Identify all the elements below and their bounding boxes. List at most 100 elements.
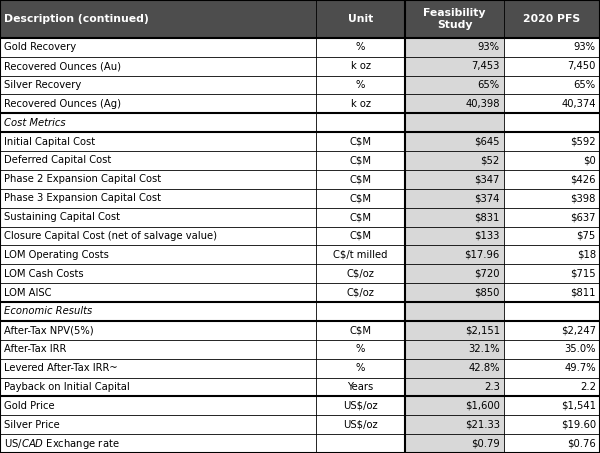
Bar [0, 340, 316, 359]
Text: 93%: 93% [478, 42, 500, 52]
Text: $720: $720 [475, 269, 500, 279]
Bar [504, 151, 600, 170]
Bar [0, 226, 316, 246]
Bar [316, 132, 405, 151]
Bar [0, 132, 316, 151]
Bar [316, 415, 405, 434]
Text: $645: $645 [475, 136, 500, 147]
Bar [504, 189, 600, 207]
Text: $133: $133 [475, 231, 500, 241]
Text: $347: $347 [475, 174, 500, 184]
Bar [316, 302, 405, 321]
Bar [405, 264, 504, 283]
Text: Years: Years [347, 382, 374, 392]
Bar [504, 94, 600, 113]
Text: $0.79: $0.79 [471, 439, 500, 448]
Text: Levered After-Tax IRR~: Levered After-Tax IRR~ [4, 363, 118, 373]
Text: Phase 3 Expansion Capital Cost: Phase 3 Expansion Capital Cost [4, 193, 161, 203]
Text: Silver Price: Silver Price [4, 419, 60, 430]
Text: C$M: C$M [350, 136, 371, 147]
Text: $75: $75 [577, 231, 596, 241]
Text: 40,398: 40,398 [466, 99, 500, 109]
Text: 40,374: 40,374 [562, 99, 596, 109]
Text: C$M: C$M [350, 174, 371, 184]
Bar [316, 57, 405, 76]
Text: C$M: C$M [350, 231, 371, 241]
Text: $52: $52 [481, 155, 500, 165]
Text: US$/oz: US$/oz [343, 419, 378, 430]
Bar [316, 246, 405, 264]
Bar [405, 283, 504, 302]
Bar [504, 0, 600, 38]
Text: C$/oz: C$/oz [347, 269, 374, 279]
Bar [405, 246, 504, 264]
Text: $1,541: $1,541 [561, 401, 596, 411]
Bar [0, 94, 316, 113]
Text: k oz: k oz [350, 99, 371, 109]
Text: C$/t milled: C$/t milled [334, 250, 388, 260]
Text: US$/CAD$ Exchange rate: US$/CAD$ Exchange rate [4, 437, 120, 451]
Text: 7,453: 7,453 [472, 61, 500, 71]
Bar [316, 113, 405, 132]
Bar [504, 57, 600, 76]
Bar [504, 170, 600, 189]
Text: 2020 PFS: 2020 PFS [523, 14, 581, 24]
Text: $637: $637 [570, 212, 596, 222]
Bar [316, 321, 405, 340]
Bar [405, 170, 504, 189]
Bar [0, 377, 316, 396]
Text: $374: $374 [475, 193, 500, 203]
Text: 2.3: 2.3 [484, 382, 500, 392]
Bar [405, 151, 504, 170]
Bar [405, 377, 504, 396]
Text: %: % [356, 80, 365, 90]
Bar [504, 396, 600, 415]
Bar [316, 264, 405, 283]
Text: %: % [356, 344, 365, 354]
Text: $811: $811 [570, 288, 596, 298]
Text: LOM AISC: LOM AISC [4, 288, 52, 298]
Text: $592: $592 [570, 136, 596, 147]
Text: C$M: C$M [350, 212, 371, 222]
Bar [0, 38, 316, 57]
Bar [0, 189, 316, 207]
Bar [316, 396, 405, 415]
Text: 35.0%: 35.0% [564, 344, 596, 354]
Text: %: % [356, 42, 365, 52]
Bar [405, 207, 504, 226]
Text: $17.96: $17.96 [464, 250, 500, 260]
Text: $2,151: $2,151 [464, 325, 500, 335]
Text: $850: $850 [475, 288, 500, 298]
Text: $0: $0 [583, 155, 596, 165]
Bar [405, 57, 504, 76]
Bar [504, 283, 600, 302]
Text: C$/oz: C$/oz [347, 288, 374, 298]
Bar [0, 321, 316, 340]
Bar [0, 207, 316, 226]
Bar [405, 76, 504, 94]
Text: LOM Cash Costs: LOM Cash Costs [4, 269, 84, 279]
Text: Phase 2 Expansion Capital Cost: Phase 2 Expansion Capital Cost [4, 174, 161, 184]
Bar [504, 207, 600, 226]
Bar [405, 321, 504, 340]
Bar [0, 76, 316, 94]
Bar [405, 359, 504, 377]
Text: $19.60: $19.60 [560, 419, 596, 430]
Text: $21.33: $21.33 [465, 419, 500, 430]
Bar [316, 377, 405, 396]
Text: 49.7%: 49.7% [564, 363, 596, 373]
Bar [316, 151, 405, 170]
Bar [504, 76, 600, 94]
Text: After-Tax NPV(5%): After-Tax NPV(5%) [4, 325, 94, 335]
Text: Cost Metrics: Cost Metrics [4, 118, 66, 128]
Bar [405, 434, 504, 453]
Bar [0, 113, 316, 132]
Text: $2,247: $2,247 [561, 325, 596, 335]
Bar [504, 38, 600, 57]
Bar [316, 340, 405, 359]
Bar [504, 377, 600, 396]
Text: $18: $18 [577, 250, 596, 260]
Bar [405, 189, 504, 207]
Bar [504, 264, 600, 283]
Bar [316, 76, 405, 94]
